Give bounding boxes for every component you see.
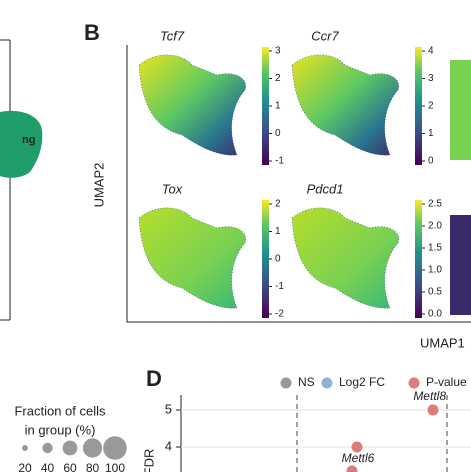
colorbar-label: 0.0 [428,309,442,320]
size-key [42,442,53,454]
gene-title: Tox [162,181,183,196]
colorbar-label: 1.5 [428,243,442,254]
partial-umap [450,215,471,315]
umap-cells [291,207,400,309]
colorbar-label: 2 [275,73,281,84]
colorbar-label: -1 [275,156,284,167]
size-label: 80 [86,461,100,472]
colorbar-label: 2.0 [428,221,442,232]
cluster-blob [0,110,43,178]
size-key [103,436,127,460]
panel-label: B [84,20,100,45]
legend-label: P-value [426,375,467,389]
colorbar-label: -1 [275,281,284,292]
colorbar-label: 1.0 [428,265,442,276]
size-label: 60 [63,461,77,472]
colorbar-label: 2 [428,101,434,112]
umap-cells [291,54,400,156]
colorbar-label: 4 [428,46,434,57]
y-tick-label: 5 [165,401,172,416]
legend-title: Fraction of cells [14,403,106,418]
panel-label: D [146,366,162,391]
gene-title: Pdcd1 [307,181,344,196]
point [427,404,439,416]
colorbar-label: 0 [275,128,281,139]
legend-swatch [321,377,333,389]
y-axis-label: FDR [141,449,156,472]
colorbar-label: 0 [428,156,434,167]
colorbar [262,47,269,165]
colorbar-label: 0 [275,254,281,265]
y-tick-label: 4 [165,438,172,453]
colorbar [415,47,422,165]
colorbar-label: 2.5 [428,199,442,210]
gene-title: Ccr7 [311,28,339,43]
colorbar-label: -2 [275,309,284,320]
colorbar [262,200,269,318]
legend-label: Log2 FC [339,375,385,389]
y-axis-label: UMAP2 [91,163,106,208]
colorbar-label: 3 [428,73,434,84]
colorbar-label: 1 [275,101,281,112]
partial-umap [450,60,471,160]
colorbar-label: 2 [275,199,281,210]
size-label: 100 [105,461,125,472]
colorbar-label: 3 [275,46,281,57]
legend-swatch [408,377,420,389]
point [346,465,358,472]
size-key [62,440,78,456]
axes [126,45,471,323]
colorbar-label: 1 [428,128,434,139]
legend-title: in group (%) [25,422,96,437]
size-label: 40 [41,461,55,472]
legend-label: NS [298,375,315,389]
colorbar-label: 0.5 [428,287,442,298]
point-label: Mettl6 [342,451,375,465]
legend-swatch [280,377,292,389]
colorbar-label: 1 [275,226,281,237]
colorbar [415,200,422,318]
umap-cells [138,54,247,156]
point [351,441,363,453]
x-axis-label: UMAP1 [420,335,465,350]
size-key [22,445,28,451]
gene-title: Tcf7 [160,28,185,43]
size-key [82,438,103,458]
point-label: Mettl8 [413,389,446,403]
umap-cells [138,207,247,309]
size-label: 20 [18,461,32,472]
partial-label: ng [22,134,35,146]
panel-border [0,39,11,321]
